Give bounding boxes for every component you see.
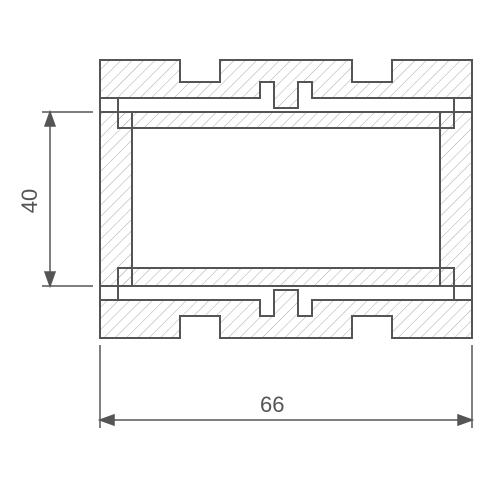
profile-drawing (0, 0, 500, 500)
dimension-height (42, 112, 93, 286)
profile-section (100, 60, 472, 338)
dimension-width (100, 345, 472, 428)
width-dimension-label: 66 (260, 392, 284, 418)
height-dimension-label: 40 (17, 189, 43, 213)
